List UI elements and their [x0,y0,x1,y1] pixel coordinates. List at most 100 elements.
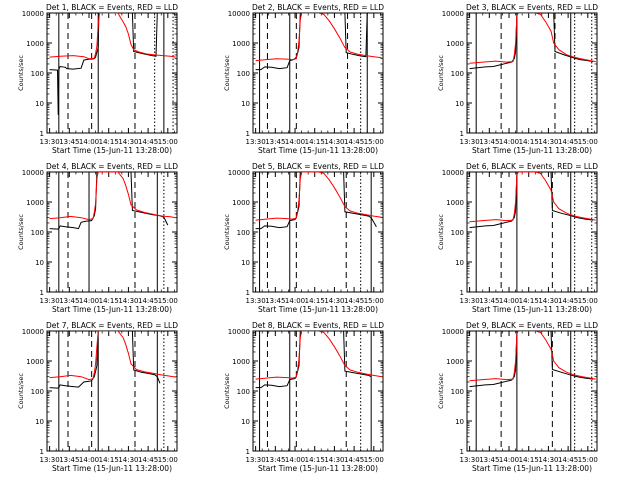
y-tick-label: 10 [455,418,464,426]
x-tick-label: 14:00 [499,297,519,305]
x-tick-label: 14:15 [305,138,325,146]
events-series-line [469,172,594,229]
y-tick-label: 100 [451,388,464,396]
y-tick-label: 1000 [232,199,250,207]
y-tick-label: 1 [40,130,44,138]
x-tick-label: 14:45 [138,138,158,146]
x-tick-label: 14:45 [558,138,578,146]
x-tick-label: 13:45 [479,456,499,464]
x-tick-label: 14:30 [538,297,558,305]
x-axis-label: Start Time (15-Jun-11 13:28:00) [52,305,172,314]
events-series-line [469,331,594,388]
x-tick-label: 14:30 [538,456,558,464]
x-tick-label: 14:15 [519,138,539,146]
lld-series-line [469,13,596,64]
x-tick-label: 14:30 [118,138,138,146]
x-tick-label: 13:30 [460,297,480,305]
plot-frame [252,12,384,134]
x-tick-label: 15:00 [364,297,384,305]
y-axis-label: Counts/sec [437,55,445,91]
x-tick-label: 15:00 [158,456,178,464]
y-tick-label: 10 [35,100,44,108]
x-tick-label: 13:30 [460,456,480,464]
x-tick-label: 13:45 [265,297,285,305]
y-tick-label: 1000 [232,358,250,366]
events-series-line [49,331,161,389]
x-tick-label: 15:00 [158,138,178,146]
x-tick-label: 13:30 [246,138,266,146]
x-tick-label: 14:00 [79,297,99,305]
x-tick-label: 13:45 [59,456,79,464]
lld-series-line [255,13,382,62]
x-tick-label: 13:30 [460,138,480,146]
panel-det-9: 1 10 100 1000 10000 13:30 13:45 14:00 14:15 14:30… [437,321,598,473]
y-tick-label: 10 [241,100,250,108]
y-tick-label: 10000 [442,10,464,18]
x-tick-label: 14:45 [138,456,158,464]
events-series-line [255,13,368,71]
x-tick-label: 14:15 [519,456,539,464]
x-tick-label: 13:45 [479,138,499,146]
y-tick-label: 1 [460,448,464,456]
x-tick-label: 13:30 [40,297,60,305]
plot-frame [466,12,598,134]
y-tick-label: 1000 [26,358,44,366]
panel-det-5: 1 10 100 1000 10000 13:30 13:45 14:00 14:15 14:30… [223,162,384,314]
y-axis-label: Counts/sec [17,373,25,409]
x-tick-label: 14:15 [305,297,325,305]
y-axis-label: Counts/sec [223,214,231,250]
x-tick-label: 14:15 [305,456,325,464]
panel-title: Det 6, BLACK = Events, RED = LLD [466,162,598,171]
y-tick-label: 1000 [232,40,250,48]
plot-frame [466,171,598,293]
y-tick-label: 100 [31,70,44,78]
plot-frame [252,171,384,293]
y-tick-label: 1 [246,448,250,456]
x-tick-label: 13:30 [246,297,266,305]
lld-series-line [49,331,176,381]
panel-title: Det 2, BLACK = Events, RED = LLD [252,3,384,12]
y-tick-label: 1 [460,130,464,138]
y-tick-label: 1 [40,448,44,456]
x-tick-label: 13:45 [265,456,285,464]
y-tick-label: 1 [246,130,250,138]
y-tick-label: 100 [451,70,464,78]
x-tick-label: 14:45 [138,297,158,305]
x-axis-label: Start Time (15-Jun-11 13:28:00) [258,146,378,155]
y-axis-label: Counts/sec [17,55,25,91]
panel-title: Det 7, BLACK = Events, RED = LLD [46,321,178,330]
x-tick-label: 14:15 [99,456,119,464]
events-series-line [469,13,594,70]
x-tick-label: 15:00 [578,297,598,305]
x-tick-label: 14:15 [519,297,539,305]
y-tick-label: 1 [40,289,44,297]
events-series-line [49,172,169,230]
panel-title: Det 1, BLACK = Events, RED = LLD [46,3,178,12]
y-axis-label: Counts/sec [437,214,445,250]
panel-title: Det 3, BLACK = Events, RED = LLD [466,3,598,12]
lld-series-line [255,331,382,380]
x-tick-label: 14:15 [99,138,119,146]
panel-det-8: 1 10 100 1000 10000 13:30 13:45 14:00 14:15 14:30… [223,321,384,473]
x-tick-label: 15:00 [158,297,178,305]
y-tick-label: 100 [237,229,250,237]
y-axis-label: Counts/sec [437,373,445,409]
y-tick-label: 10000 [228,169,250,177]
x-tick-label: 14:45 [344,456,364,464]
x-tick-label: 14:00 [285,297,305,305]
x-axis-label: Start Time (15-Jun-11 13:28:00) [52,464,172,473]
x-tick-label: 14:00 [79,138,99,146]
x-tick-label: 13:45 [59,138,79,146]
panel-title: Det 4, BLACK = Events, RED = LLD [46,162,178,171]
y-tick-label: 1000 [446,40,464,48]
lld-series-line [469,331,596,382]
y-tick-label: 10 [241,259,250,267]
x-axis-label: Start Time (15-Jun-11 13:28:00) [472,464,592,473]
y-tick-label: 10000 [442,328,464,336]
y-tick-label: 10 [35,259,44,267]
x-axis-label: Start Time (15-Jun-11 13:28:00) [52,146,172,155]
panel-title: Det 5, BLACK = Events, RED = LLD [252,162,384,171]
y-tick-label: 10000 [442,169,464,177]
y-tick-label: 10000 [228,328,250,336]
y-tick-label: 10000 [228,10,250,18]
